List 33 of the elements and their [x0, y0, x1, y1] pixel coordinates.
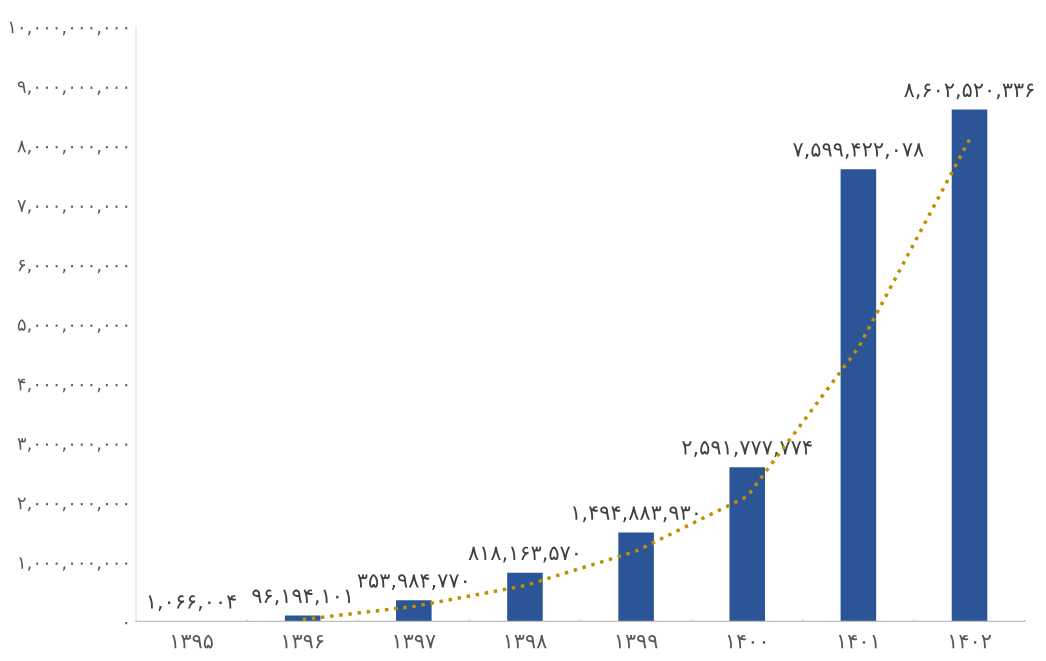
y-tick-label: ۳,۰۰۰,۰۰۰,۰۰۰ — [17, 438, 128, 452]
data-label: ۱,۴۹۴,۸۸۳,۹۳۰ — [573, 506, 698, 523]
y-tick-label: ۹,۰۰۰,۰۰۰,۰۰۰ — [17, 81, 128, 95]
y-tick-label: ۷,۰۰۰,۰۰۰,۰۰۰ — [17, 200, 128, 214]
bar — [840, 169, 877, 622]
y-tick-label: ۸,۰۰۰,۰۰۰,۰۰۰ — [17, 140, 128, 155]
y-tick-label: ۱,۰۰۰,۰۰۰,۰۰۰ — [19, 557, 128, 571]
bar — [729, 467, 766, 622]
data-label: ۷,۵۹۹,۴۲۲,۰۷۸ — [793, 143, 924, 160]
y-tick-label: ۵,۰۰۰,۰۰۰,۰۰۰ — [17, 319, 128, 333]
data-label: ۱,۰۶۶,۰۰۴ — [148, 595, 236, 612]
y-tick-label: ۱۰,۰۰۰,۰۰۰,۰۰۰ — [9, 21, 128, 36]
x-tick-label: ۱۳۹۵ — [171, 634, 213, 649]
y-tick-label: ۴,۰۰۰,۰۰۰,۰۰۰ — [17, 378, 128, 393]
y-tick-label: ۲,۰۰۰,۰۰۰,۰۰۰ — [17, 497, 128, 512]
x-tick-label: ۱۳۹۹ — [616, 634, 658, 649]
y-tick-label: ۰ — [125, 622, 128, 625]
bar — [951, 109, 988, 622]
x-tick-label: ۱۳۹۸ — [505, 634, 547, 649]
x-tick-label: ۱۴۰۱ — [838, 634, 877, 649]
data-label: ۸,۶۰۲,۵۲۰,۳۳۶ — [904, 83, 1034, 100]
x-tick-label: ۱۴۰۰ — [727, 634, 766, 649]
data-label: ۳۵۳,۹۸۴,۷۷۰ — [357, 574, 467, 591]
bar — [396, 600, 432, 622]
data-label: ۹۶,۱۹۴,۱۰۱ — [252, 589, 350, 606]
bar — [618, 532, 654, 622]
data-label: ۸۱۸,۱۶۳,۵۷۰ — [468, 546, 578, 563]
x-tick-label: ۱۳۹۶ — [283, 634, 324, 649]
y-tick-label: ۶,۰۰۰,۰۰۰,۰۰۰ — [18, 259, 128, 274]
x-tick-label: ۱۴۰۲ — [949, 634, 991, 649]
data-label: ۲,۵۹۱,۷۷۷,۷۷۴ — [682, 441, 812, 457]
bar — [507, 572, 543, 622]
x-tick-label: ۱۳۹۷ — [394, 634, 436, 649]
